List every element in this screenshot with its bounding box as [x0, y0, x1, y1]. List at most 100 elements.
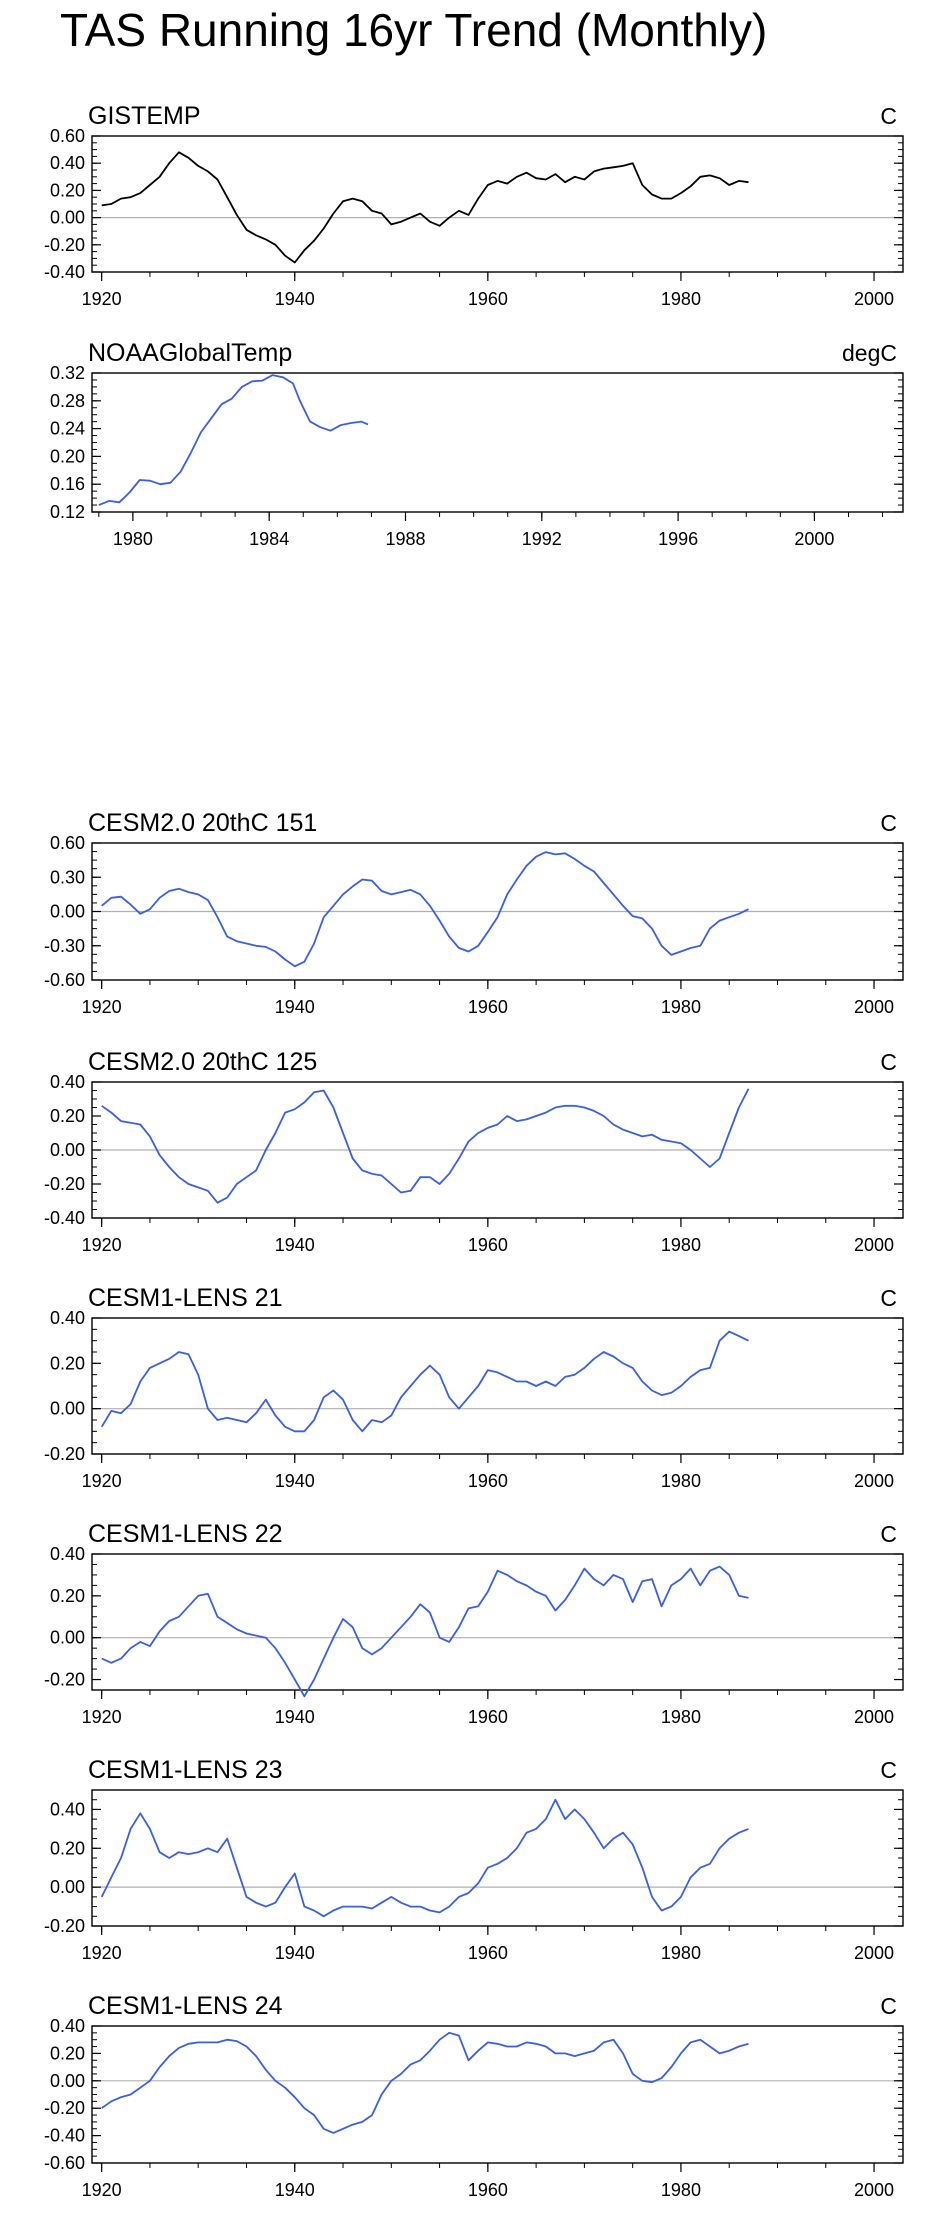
y-tick-label: 0.40 — [50, 1799, 85, 1819]
x-tick-label: 2000 — [854, 1235, 894, 1255]
chart-panel-3: -0.60 -0.30 0.00 0.30 0.60 1920 1940 1960 1980 20… — [44, 809, 904, 1017]
series-line — [101, 2031, 749, 2134]
y-tick-label: 0.20 — [50, 1586, 85, 1606]
x-tick-label: 1996 — [658, 529, 698, 549]
x-tick-label: 1980 — [113, 529, 153, 549]
x-tick-label: 2000 — [854, 2180, 894, 2200]
x-tick-label: 1980 — [661, 1707, 701, 1727]
panel-units: C — [880, 1757, 897, 1783]
x-tick-label: 1980 — [661, 1235, 701, 1255]
y-tick-label: 0.32 — [50, 363, 85, 383]
chart-panel-4: -0.40 -0.20 0.00 0.20 0.40 1920 1940 1960 1980 20… — [44, 1048, 904, 1255]
y-tick-label: -0.20 — [44, 1916, 85, 1936]
y-tick-label: 0.24 — [50, 419, 85, 439]
x-tick-label: 1960 — [468, 2180, 508, 2200]
panel-units: C — [880, 1285, 897, 1311]
y-tick-label: 0.20 — [50, 446, 85, 466]
chart-panel-1: -0.40 -0.20 0.00 0.20 0.40 0.60 1920 1940 1960 19… — [44, 102, 904, 309]
series-line — [100, 1330, 749, 1433]
y-tick-label: 0.16 — [50, 474, 85, 494]
y-tick-label: 0.00 — [50, 1877, 85, 1897]
x-tick-label: 1940 — [275, 1707, 315, 1727]
x-tick-label: 1920 — [82, 997, 122, 1017]
y-tick-label: 0.00 — [50, 1628, 85, 1648]
x-tick-label: 2000 — [854, 289, 894, 309]
y-tick-label: 0.40 — [50, 1544, 85, 1564]
y-tick-label: 0.20 — [50, 1838, 85, 1858]
panel-units: C — [880, 1993, 897, 2019]
x-tick-label: 1988 — [385, 529, 425, 549]
x-tick-label: 1920 — [82, 1707, 122, 1727]
panel-units: C — [880, 1521, 897, 1547]
panel-title: CESM2.0 20thC 125 — [88, 1048, 317, 1076]
series-line — [101, 1565, 749, 1698]
x-tick-label: 1960 — [468, 1943, 508, 1963]
y-tick-label: 0.60 — [50, 833, 85, 853]
y-tick-label: -0.20 — [44, 235, 85, 255]
x-tick-label: 1960 — [468, 997, 508, 1017]
y-tick-label: -0.20 — [44, 1444, 85, 1464]
x-tick-label: 1920 — [82, 1943, 122, 1963]
main-title: TAS Running 16yr Trend (Monthly) — [60, 4, 768, 56]
y-tick-label: 0.28 — [50, 391, 85, 411]
chart-panel-6: -0.20 0.00 0.20 0.40 1920 1940 1960 1980 2000 CES… — [44, 1520, 904, 1727]
plot-frame — [91, 1789, 904, 1927]
chart-panel-5: -0.20 0.00 0.20 0.40 1920 1940 1960 1980 2000 CES… — [44, 1284, 904, 1491]
panel-title: CESM2.0 20thC 151 — [88, 809, 317, 837]
panel-units: C — [880, 103, 897, 129]
y-tick-label: -0.60 — [44, 970, 85, 990]
chart-panel-8: -0.60 -0.40 -0.20 0.00 0.20 0.40 1920 1940 1960 1… — [44, 1992, 904, 2200]
y-tick-label: 0.00 — [50, 902, 85, 922]
x-tick-label: 2000 — [854, 997, 894, 1017]
y-tick-label: 0.20 — [50, 180, 85, 200]
x-tick-label: 1980 — [661, 1943, 701, 1963]
x-tick-label: 2000 — [794, 529, 834, 549]
x-tick-label: 1920 — [82, 1471, 122, 1491]
y-tick-label: 0.30 — [50, 867, 85, 887]
plot-frame — [91, 842, 904, 981]
panel-title: CESM1-LENS 24 — [88, 1992, 283, 2020]
panel-units: C — [880, 810, 897, 836]
y-tick-label: -0.20 — [44, 2098, 85, 2118]
x-tick-label: 1960 — [468, 1235, 508, 1255]
x-tick-label: 1960 — [468, 289, 508, 309]
y-tick-label: 0.40 — [50, 2016, 85, 2036]
y-tick-label: 0.40 — [50, 153, 85, 173]
x-tick-label: 2000 — [854, 1707, 894, 1727]
y-tick-label: -0.20 — [44, 1670, 85, 1690]
x-tick-label: 1920 — [82, 2180, 122, 2200]
y-tick-label: 0.20 — [50, 1106, 85, 1126]
y-tick-label: 0.60 — [50, 126, 85, 146]
panel-title: CESM1-LENS 23 — [88, 1756, 283, 1784]
x-tick-label: 1940 — [275, 1235, 315, 1255]
x-tick-label: 1992 — [522, 529, 562, 549]
y-tick-label: 0.20 — [50, 1353, 85, 1373]
x-tick-label: 1940 — [275, 1471, 315, 1491]
x-tick-label: 1940 — [275, 289, 315, 309]
y-tick-label: 0.00 — [50, 1399, 85, 1419]
x-tick-label: 1940 — [275, 2180, 315, 2200]
series-line — [101, 1088, 750, 1204]
x-tick-label: 1980 — [661, 997, 701, 1017]
panel-title: NOAAGlobalTemp — [88, 339, 292, 367]
y-tick-label: -0.30 — [44, 936, 85, 956]
x-tick-label: 2000 — [854, 1471, 894, 1491]
y-tick-label: -0.40 — [44, 262, 85, 282]
x-tick-label: 1980 — [661, 2180, 701, 2200]
panel-title: CESM1-LENS 22 — [88, 1520, 283, 1548]
plot-frame — [91, 372, 904, 513]
y-tick-label: -0.40 — [44, 1208, 85, 1228]
chart-panel-2: 0.12 0.16 0.20 0.24 0.28 0.32 1980 1984 1988 1992… — [50, 339, 904, 549]
x-tick-label: 1920 — [82, 289, 122, 309]
panel-units: C — [880, 1049, 897, 1075]
series-line — [98, 374, 369, 506]
panel-units: degC — [842, 340, 897, 366]
x-tick-label: 1940 — [275, 997, 315, 1017]
x-tick-label: 1940 — [275, 1943, 315, 1963]
x-tick-label: 1960 — [468, 1471, 508, 1491]
plot-frame — [91, 2025, 904, 2164]
plot-frame — [91, 1317, 904, 1455]
x-tick-label: 2000 — [854, 1943, 894, 1963]
y-tick-label: 0.40 — [50, 1072, 85, 1092]
y-tick-label: -0.60 — [44, 2153, 85, 2173]
